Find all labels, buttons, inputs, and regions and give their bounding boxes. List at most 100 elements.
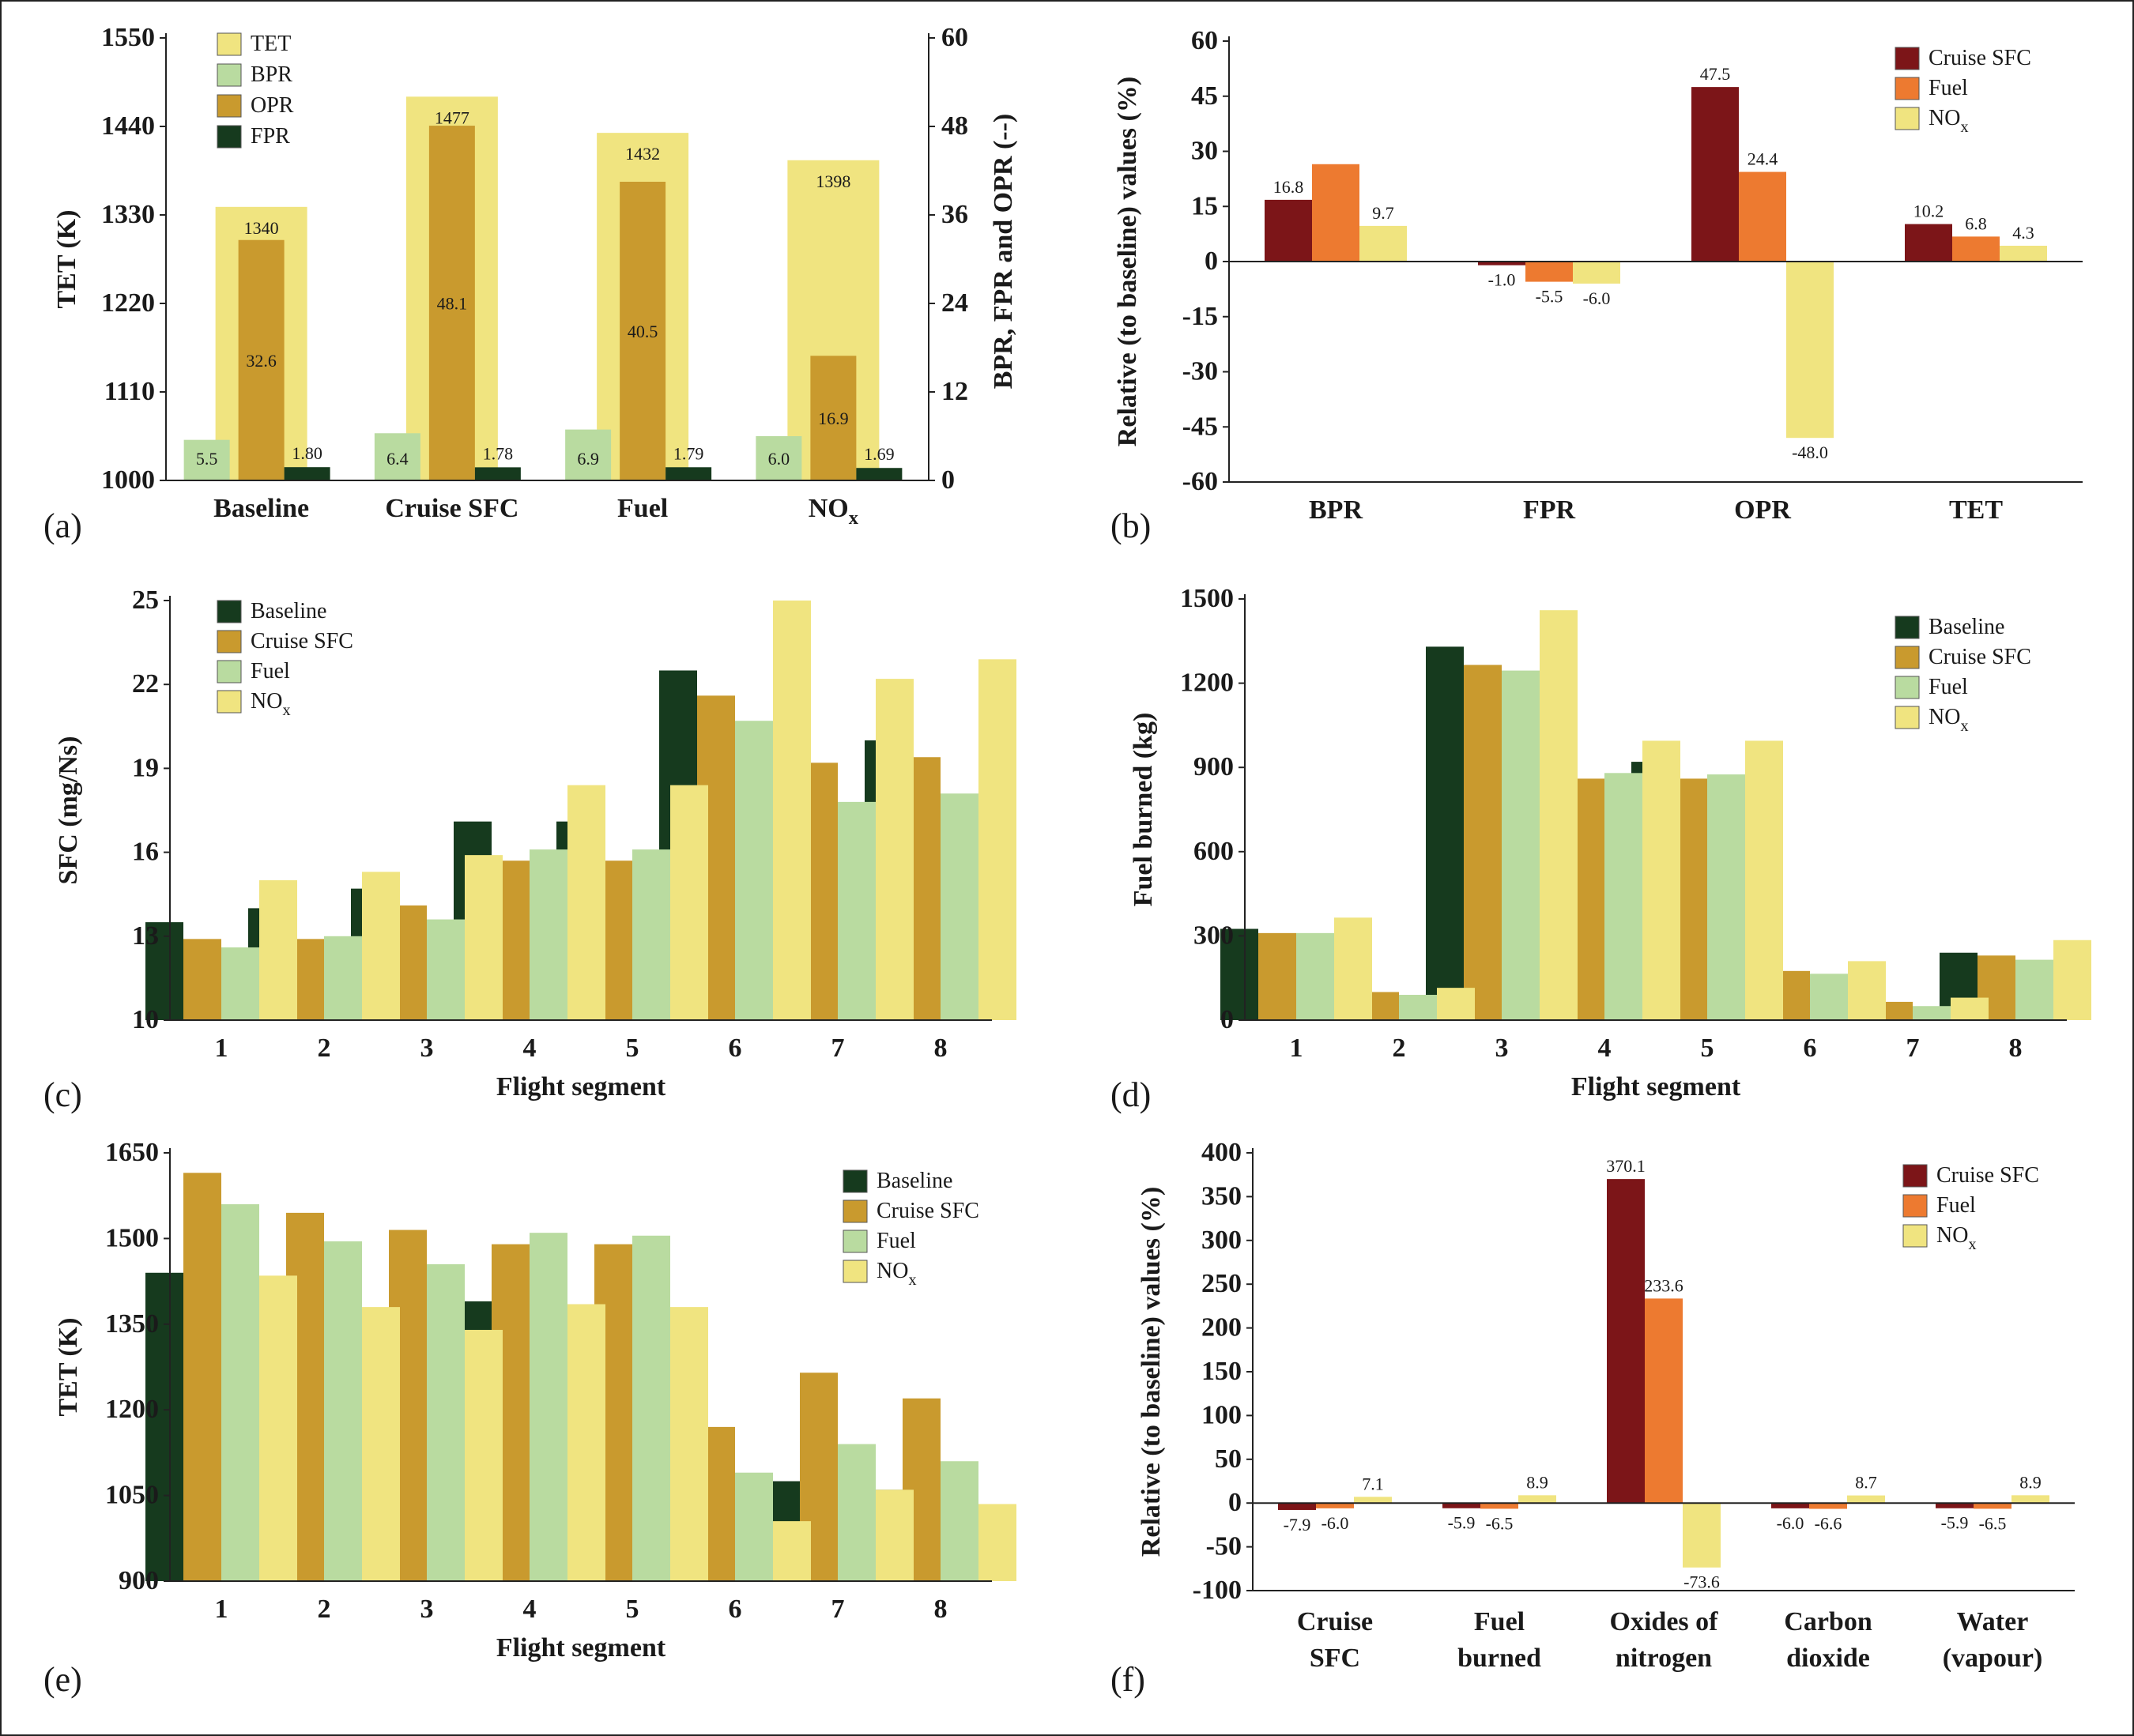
x-tick-label: 7	[1906, 1034, 1920, 1063]
bar-nox	[1951, 997, 1989, 1020]
bar-cruise-sfc	[1265, 199, 1312, 262]
data-label-fpr: 1.79	[673, 443, 704, 463]
x-tick-label: 6	[729, 1595, 742, 1624]
legend-label: NOx	[1936, 1223, 1977, 1253]
x-axis-label: Flight segment	[496, 1633, 666, 1663]
legend-swatch	[217, 125, 242, 149]
bar-nox	[567, 1304, 605, 1581]
x-tick-label: 5	[626, 1595, 639, 1624]
bar-nox	[1786, 262, 1834, 439]
legend-swatch	[843, 1169, 868, 1193]
legend-label: Cruise SFC	[1936, 1163, 2039, 1188]
y-tick-label: 900	[1193, 752, 1234, 781]
bar-cruise-sfc	[1258, 932, 1296, 1020]
y2-tick-label: 12	[941, 377, 968, 406]
bar-nox	[876, 679, 914, 1020]
data-label: -5.5	[1536, 287, 1563, 307]
bar-cruise-sfc	[1278, 1503, 1316, 1510]
x-tick-label: 2	[318, 1034, 331, 1063]
data-label: 16.8	[1273, 177, 1304, 197]
bar-fuel	[1525, 262, 1573, 282]
legend-swatch	[1902, 1224, 1928, 1248]
data-label: 7.1	[1362, 1474, 1384, 1493]
legend-label: Baseline	[1929, 615, 2004, 639]
bar-nox	[362, 1307, 400, 1581]
bar-fuel	[1645, 1298, 1683, 1504]
data-label-fpr: 1.69	[864, 444, 895, 464]
y-tick-label: 0	[1220, 1005, 1234, 1034]
bar-fpr	[665, 467, 712, 480]
y-tick-label: 30	[1191, 137, 1218, 166]
y-axis-label: SFC (mg/Ns)	[54, 736, 83, 885]
x-tick-label: Cruise	[1297, 1607, 1373, 1636]
x-tick-label: Water	[1957, 1607, 2029, 1636]
legend-label: Cruise SFC	[877, 1199, 979, 1223]
y-tick-label: 1200	[1180, 668, 1234, 698]
bar-fuel	[735, 1472, 773, 1581]
x-tick-label: 1	[215, 1595, 228, 1624]
y-tick-label: 400	[1201, 1138, 1242, 1167]
y-tick-label: 600	[1193, 837, 1234, 866]
bar-baseline	[145, 922, 183, 1020]
bar-nox	[465, 855, 503, 1020]
legend-swatch	[1895, 107, 1920, 130]
x-tick-label: 3	[1495, 1034, 1509, 1063]
bar-fuel	[1502, 670, 1540, 1020]
bar-nox	[773, 601, 811, 1020]
y-tick-label: 1500	[105, 1223, 159, 1252]
y-tick-label: 50	[1215, 1444, 1242, 1474]
y-tick-label: 1000	[101, 465, 155, 495]
bar-fuel	[1810, 973, 1848, 1020]
x-tick-label: burned	[1457, 1644, 1541, 1673]
y-tick-label: -50	[1206, 1532, 1242, 1561]
bar-nox	[567, 785, 605, 1020]
panel-f: -7.9 -5.9 370.1 -6.0 -5.9 -6.0 -6.5 233.6 -6.6 -6…	[1110, 1138, 2075, 1699]
y2-tick-label: 36	[941, 200, 968, 229]
y-tick-label: 22	[132, 669, 159, 699]
bar-nox	[1540, 610, 1578, 1020]
bar-fuel	[1399, 995, 1437, 1020]
x-tick-label: (vapour)	[1943, 1644, 2043, 1673]
x-tick-label: 5	[626, 1034, 639, 1063]
y-tick-label: 150	[1201, 1357, 1242, 1386]
data-label-bpr: 5.5	[196, 449, 218, 469]
y-tick-label: 25	[132, 586, 159, 615]
bar-fuel	[1312, 164, 1359, 262]
legend-label: Baseline	[251, 599, 326, 623]
data-label-opr: 16.9	[818, 409, 849, 428]
x-tick-label: 8	[2009, 1034, 2023, 1063]
bar-nox	[1334, 917, 1372, 1020]
bar-fuel	[941, 793, 978, 1020]
bar-nox	[362, 872, 400, 1020]
legend-label: Baseline	[877, 1169, 952, 1193]
y-axis-label: Fuel burned (kg)	[1129, 713, 1158, 907]
y-tick-label: 1500	[1180, 584, 1234, 613]
y-tick-label: 350	[1201, 1181, 1242, 1211]
y-tick-label: 15	[1191, 191, 1218, 220]
bar-nox	[1359, 225, 1407, 262]
x-tick-label: 7	[831, 1595, 845, 1624]
data-label-bpr: 6.0	[768, 449, 790, 469]
x-tick-label: dioxide	[1786, 1644, 1870, 1673]
bar-nox	[876, 1489, 914, 1581]
bar-nox	[1354, 1497, 1392, 1504]
y-tick-label: -100	[1193, 1576, 1242, 1605]
data-label: 8.7	[1855, 1473, 1877, 1493]
bar-nox	[465, 1330, 503, 1581]
bar-cruise-sfc	[1905, 224, 1952, 262]
panel-b: 16.8 -1.0 47.5 10.2 -5.5 24.4 6.8 9.7 -6.0 -48.0 4…	[1110, 26, 2083, 545]
legend-swatch	[1902, 1164, 1928, 1188]
data-label: 9.7	[1372, 203, 1394, 223]
panel-d: 1 2 3 4 5 6 7 8 0 300 600 900 1200 1500 Fuel burned (k…	[1110, 584, 2091, 1114]
data-label: 8.9	[2019, 1472, 2042, 1492]
legend-swatch	[1895, 47, 1920, 70]
bar-opr	[810, 356, 857, 480]
y-tick-label: 19	[132, 753, 159, 782]
y-tick-label: 1350	[105, 1309, 159, 1339]
x-tick-label: 6	[1804, 1034, 1817, 1063]
y-tick-label: -60	[1182, 467, 1218, 496]
data-label-fpr: 1.80	[292, 443, 322, 463]
legend-label: Cruise SFC	[1929, 645, 2031, 669]
data-label: -1.0	[1488, 270, 1516, 290]
bar-fuel	[838, 1444, 876, 1581]
